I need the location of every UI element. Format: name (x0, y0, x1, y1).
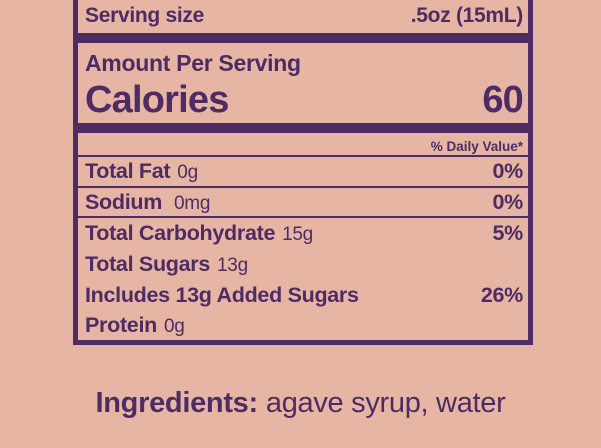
amount-per-serving-label: Amount Per Serving (85, 50, 301, 76)
ingredients-value: agave syrup, water (265, 387, 506, 419)
calories-label: Calories (85, 79, 229, 121)
nutrient-name: Total Sugars (85, 252, 211, 276)
nutrient-amount: 15g (282, 224, 313, 245)
nutrient-amount: 0g (163, 316, 185, 337)
nutrient-dv: 0% (492, 159, 524, 183)
nutrient-name: Total Carbohydrate (85, 221, 276, 245)
serving-size-row: Serving size .5oz (15mL) (78, 0, 528, 33)
nutrient-dv: 26% (480, 283, 523, 307)
serving-size-label: Serving size (85, 4, 204, 27)
nutrient-row-sodium: Sodium 0mg 0% (78, 188, 528, 218)
daily-value-header: % Daily Value* (78, 133, 528, 157)
nutrient-name: Protein (85, 313, 157, 337)
nutrient-amount: 0mg (174, 192, 211, 214)
nutrient-amount: 0g (177, 162, 198, 183)
nutrient-name: Sodium (85, 189, 163, 214)
calories-value: 60 (482, 79, 523, 121)
ingredients-line: Ingredients: agave syrup, water (0, 387, 601, 420)
ingredients-label: Ingredients: (95, 387, 259, 419)
nutrient-name: Includes 13g Added Sugars (85, 283, 359, 307)
nutrient-dv: 0% (492, 189, 524, 214)
nutrient-name-and-amount: Protein 0g (85, 313, 185, 338)
calories-row: Calories 60 (78, 78, 528, 123)
nutrient-name-and-amount: Total Carbohydrate 15g (85, 221, 313, 246)
nutrient-row-protein: Protein 0g (78, 311, 528, 340)
nutrient-row-total-carbohydrate: Total Carbohydrate 15g 5% (78, 218, 528, 249)
divider-thick-top (78, 33, 528, 43)
nutrient-row-total-sugars: Total Sugars 13g (78, 249, 528, 280)
nutrient-name-and-amount: Sodium 0mg (85, 190, 210, 215)
nutrition-facts-panel: Serving size .5oz (15mL) Amount Per Serv… (73, 0, 533, 345)
nutrient-row-added-sugars: Includes 13g Added Sugars 26% (78, 280, 528, 311)
nutrient-dv: 5% (492, 221, 524, 245)
nutrient-row-total-fat: Total Fat 0g 0% (78, 157, 528, 188)
nutrient-amount: 13g (217, 255, 248, 276)
nutrient-name-and-amount: Total Sugars 13g (85, 252, 248, 277)
divider-thick-middle (78, 123, 528, 133)
nutrient-name-and-amount: Total Fat 0g (85, 159, 198, 184)
serving-size-value: .5oz (15mL) (410, 4, 524, 27)
nutrient-name: Total Fat (85, 159, 171, 183)
